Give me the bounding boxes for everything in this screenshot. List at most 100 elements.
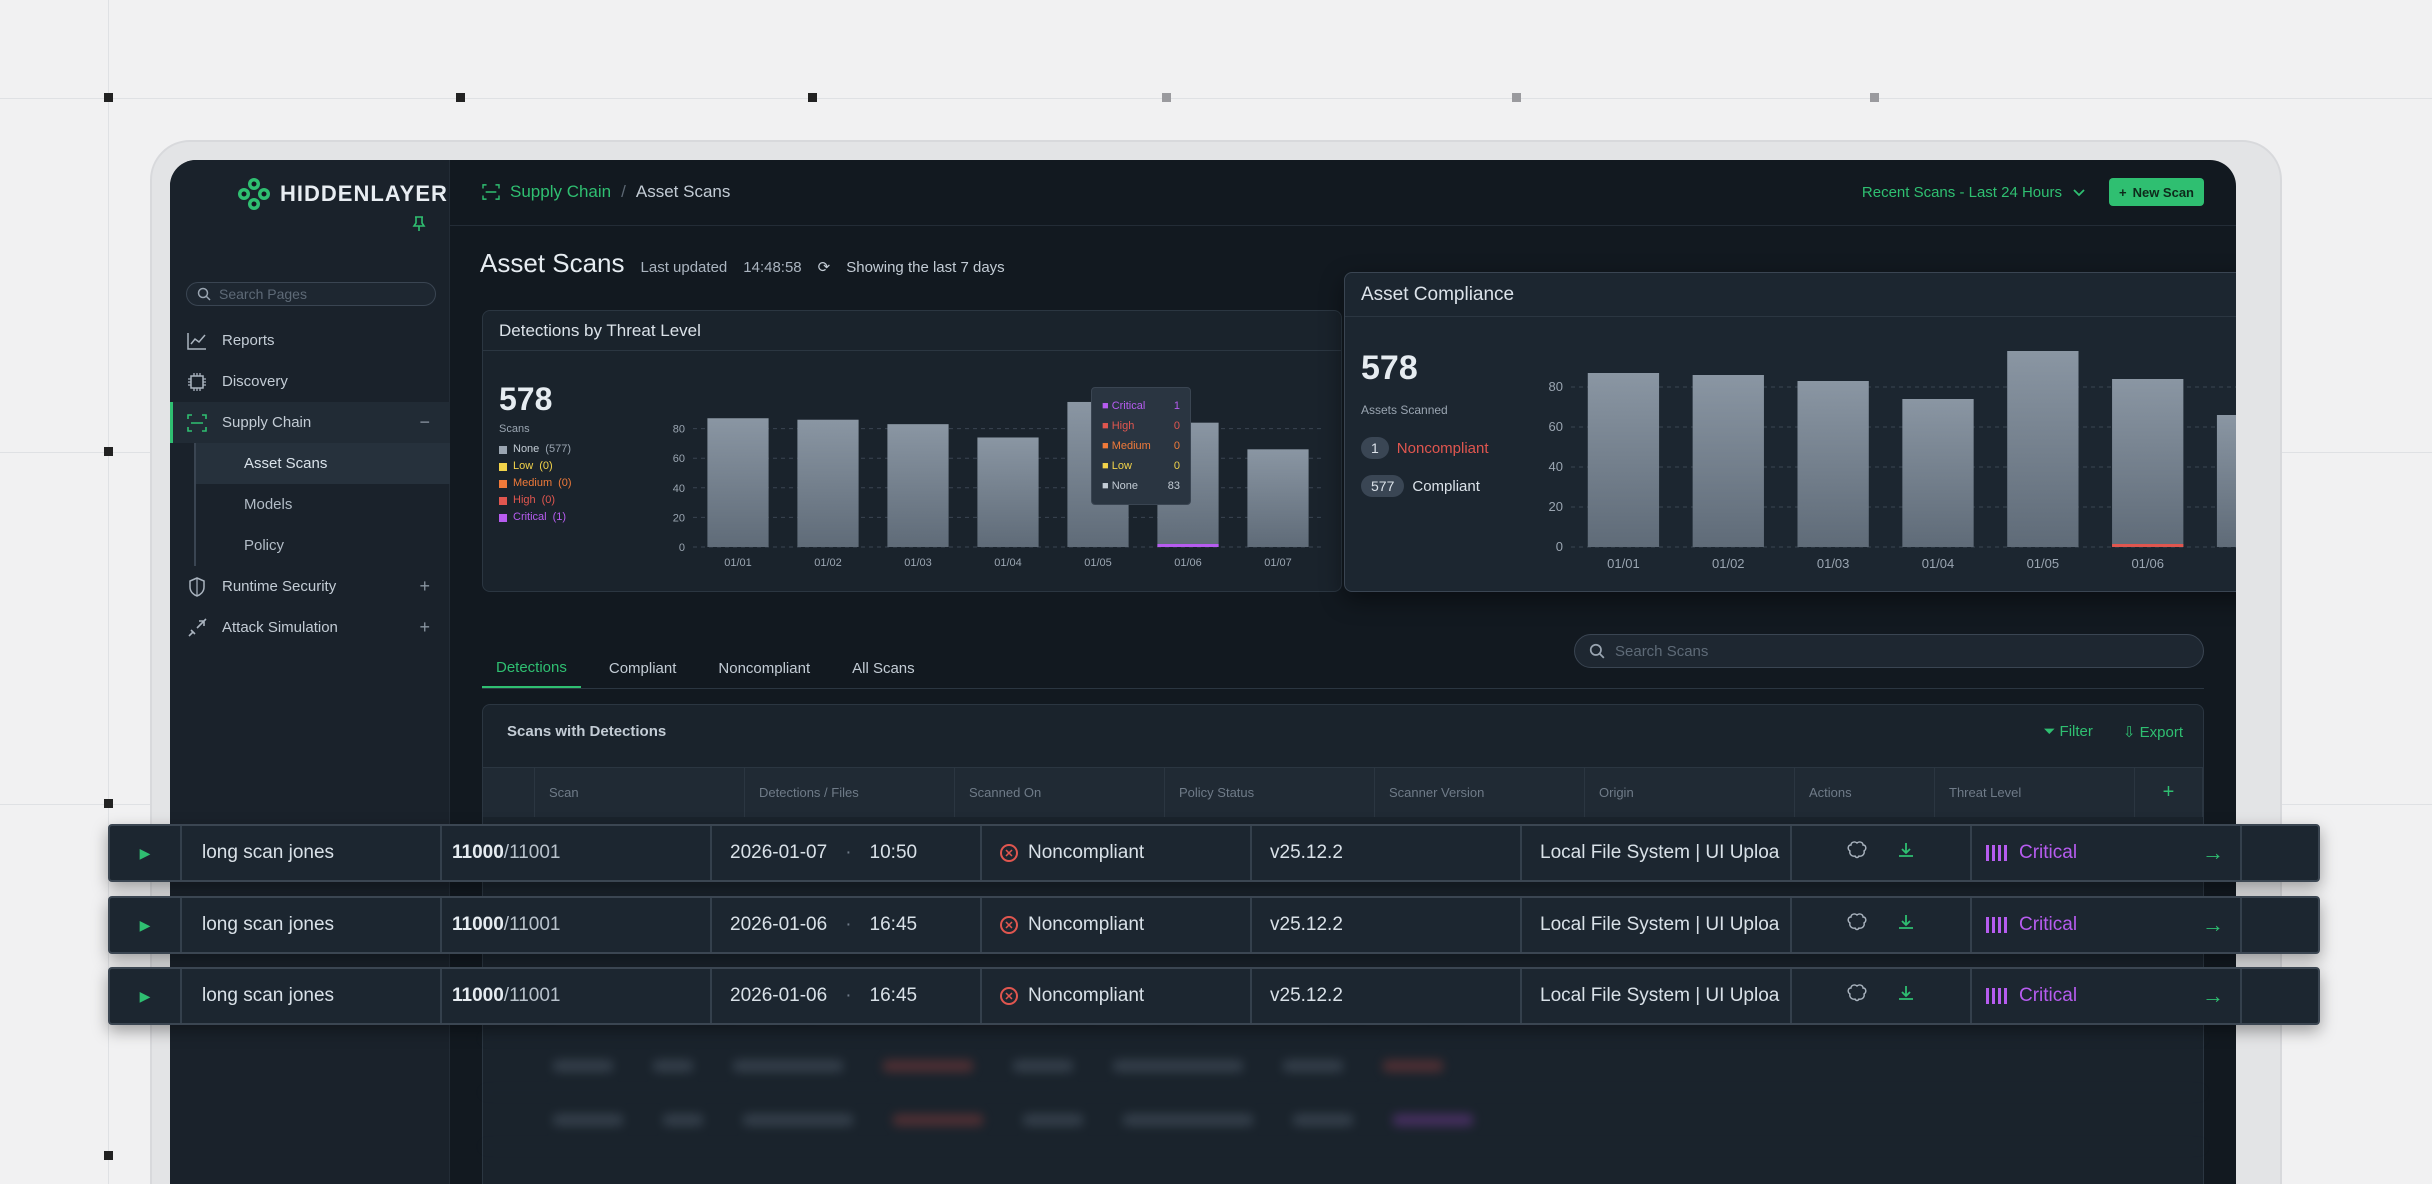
bar	[1692, 375, 1764, 547]
tab-all-scans[interactable]: All Scans	[852, 659, 915, 677]
scan-name[interactable]: long scan jones	[182, 969, 442, 1023]
tab-detections[interactable]: Detections	[482, 648, 581, 688]
table-row[interactable]: ▶ long scan jones 11000/11001 2026-01-07…	[108, 824, 2320, 882]
column-header-scanner-version[interactable]: Scanner Version	[1375, 768, 1585, 817]
tab-compliant[interactable]: Compliant	[608, 659, 677, 677]
x-tick-label: 01/07	[1264, 557, 1292, 569]
chart-tooltip: ■ Critical 1 ■ High 0 ■ Medium 0 ■ Low 0 ■ N…	[1091, 387, 1191, 505]
export-button[interactable]: ⇩ Export	[2122, 724, 2183, 741]
sidebar-item-attack-simulation[interactable]: Attack Simulation +	[170, 607, 450, 648]
sword-icon	[186, 617, 208, 639]
scan-name[interactable]: long scan jones	[182, 826, 442, 880]
column-header-scanned-on[interactable]: Scanned On	[955, 768, 1165, 817]
filter-button[interactable]: ⏷ Filter	[2043, 723, 2093, 740]
table-row	[483, 1093, 2203, 1147]
column-header-policy-status[interactable]: Policy Status	[1165, 768, 1375, 817]
bar	[1902, 399, 1974, 547]
sidebar-item-runtime-security[interactable]: Runtime Security +	[170, 566, 450, 607]
row-actions	[1792, 898, 1972, 952]
expand-icon[interactable]: +	[419, 617, 430, 637]
download-icon[interactable]	[1897, 984, 1915, 1008]
canvas-marker	[808, 93, 817, 102]
y-tick-label: 60	[673, 453, 685, 465]
canvas-marker	[104, 447, 113, 456]
column-header-origin[interactable]: Origin	[1585, 768, 1795, 817]
app-window: HIDDENLAYER Search Pages Reports Discove…	[170, 160, 2236, 1184]
sidebar-subitem-asset-scans[interactable]: Asset Scans	[194, 443, 450, 484]
origin: Local File System | UI Uploa	[1522, 969, 1792, 1023]
brain-icon[interactable]	[1847, 841, 1867, 865]
bar	[2216, 415, 2236, 547]
new-scan-label: New Scan	[2132, 184, 2194, 200]
bar-critical	[1157, 544, 1219, 547]
arrow-right-icon[interactable]: →	[2202, 912, 2224, 937]
y-tick-label: 0	[679, 542, 685, 554]
collapse-icon[interactable]: −	[419, 412, 430, 432]
arrow-right-icon[interactable]: →	[2202, 983, 2224, 1008]
refresh-icon[interactable]: ⟳	[817, 259, 831, 276]
search-placeholder: Search Scans	[1615, 642, 1709, 660]
compliant-count: 577	[1361, 475, 1405, 497]
pin-icon[interactable]	[412, 216, 426, 237]
x-tick-label: 01/01	[1607, 556, 1640, 571]
expand-row-icon[interactable]: ▶	[110, 898, 182, 952]
compliance-chart: 02040608001/0101/0201/0301/0401/0501/060…	[1549, 351, 2236, 571]
tab-noncompliant[interactable]: Noncompliant	[718, 659, 811, 677]
canvas-marker	[1870, 93, 1879, 102]
expand-row-icon[interactable]: ▶	[110, 969, 182, 1023]
compliant-stat: 577 Compliant	[1361, 475, 1480, 497]
sidebar-subitem-label: Models	[244, 496, 293, 513]
sidebar-subitem-models[interactable]: Models	[194, 484, 450, 525]
recent-scans-dropdown[interactable]: Recent Scans - Last 24 Hours	[1862, 184, 2086, 201]
download-icon[interactable]	[1897, 841, 1915, 865]
expand-icon[interactable]: +	[419, 576, 430, 596]
detections-total-label: Scans	[499, 423, 530, 435]
plus-icon: +	[2118, 184, 2127, 200]
compliance-card: Asset Compliance 578 Assets Scanned 1 No…	[1344, 272, 2236, 592]
canvas-marker	[104, 1151, 113, 1160]
threat-level: Critical →	[1972, 969, 2242, 1023]
new-scan-button[interactable]: + New Scan	[2108, 178, 2204, 206]
brand-name: HIDDENLAYER	[280, 181, 448, 206]
column-header-detections[interactable]: Detections / Files	[745, 768, 955, 817]
detections-card-title: Detections by Threat Level	[483, 311, 1341, 351]
column-header-threat-level[interactable]: Threat Level	[1935, 768, 2135, 817]
y-tick-label: 0	[1556, 539, 1563, 554]
threat-legend: None (577) Low (0) Medium (0) High (0) Criti…	[499, 441, 572, 526]
x-tick-label: 01/06	[2131, 556, 2164, 571]
breadcrumb-current: Asset Scans	[635, 182, 731, 201]
detections-files: 11000/11001	[442, 969, 712, 1023]
top-bar: Supply Chain / Asset Scans Recent Scans …	[450, 160, 2236, 226]
table-actions: ⏷ Filter ⇩ Export	[2043, 723, 2183, 741]
compliant-label: Compliant	[1412, 477, 1480, 495]
scanned-on: 2026-01-06 · 16:45	[712, 898, 982, 952]
tooltip-row: ■ None 83	[1102, 480, 1180, 492]
sidebar-item-discovery[interactable]: Discovery	[170, 361, 450, 402]
breadcrumb-parent[interactable]: Supply Chain	[510, 182, 612, 201]
add-column-icon[interactable]: +	[2135, 768, 2203, 817]
table-row[interactable]: ▶ long scan jones 11000/11001 2026-01-06…	[108, 967, 2320, 1025]
recent-scans-label: Recent Scans - Last 24 Hours	[1861, 184, 2062, 201]
brain-icon[interactable]	[1847, 913, 1867, 937]
sidebar-search-input[interactable]: Search Pages	[186, 282, 436, 306]
scan-search-input[interactable]: Search Scans	[1574, 634, 2204, 668]
chip-icon	[186, 371, 208, 393]
scanned-on: 2026-01-06 · 16:45	[712, 969, 982, 1023]
scan-icon	[482, 184, 500, 200]
noncompliant-count: 1	[1361, 437, 1389, 459]
expand-row-icon[interactable]: ▶	[110, 826, 182, 880]
sidebar-item-supply-chain[interactable]: Supply Chain −	[170, 402, 450, 443]
arrow-right-icon[interactable]: →	[2202, 840, 2224, 865]
sidebar-subitem-policy[interactable]: Policy	[194, 525, 450, 566]
y-tick-label: 80	[673, 424, 685, 436]
detections-chart: 0 20 40 60 80 01/01 01/02 01/03 01/04 01/05 01/06 0…	[673, 401, 1323, 569]
column-header-scan[interactable]: Scan	[535, 768, 745, 817]
sidebar-item-reports[interactable]: Reports	[170, 320, 450, 361]
brand-logo-icon	[238, 178, 270, 210]
scan-name[interactable]: long scan jones	[182, 898, 442, 952]
table-row[interactable]: ▶ long scan jones 11000/11001 2026-01-06…	[108, 896, 2320, 954]
origin: Local File System | UI Uploa	[1522, 898, 1792, 952]
download-icon[interactable]	[1897, 913, 1915, 937]
policy-status: ✕ Noncompliant	[982, 969, 1252, 1023]
brain-icon[interactable]	[1847, 984, 1867, 1008]
